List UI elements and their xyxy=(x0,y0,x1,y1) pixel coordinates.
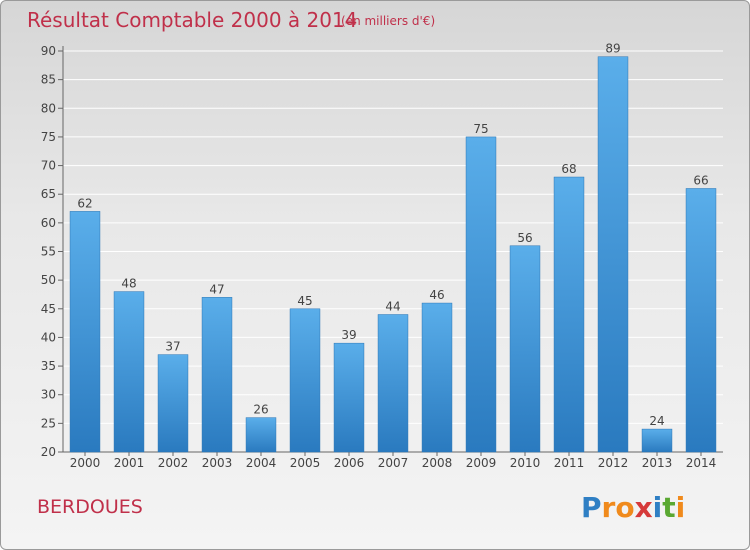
data-labels: 62 48 37 47 26 45 39 44 46 75 56 68 89 24 66 xyxy=(77,42,708,428)
x-tick-label-2000: 2000 xyxy=(70,456,101,470)
y-tick-labels: 20 25 30 35 40 45 50 55 60 65 70 75 80 85 90 xyxy=(41,44,56,459)
bar-2000 xyxy=(69,211,101,453)
y-tick-label: 45 xyxy=(41,302,56,316)
bar-2009 xyxy=(465,136,497,453)
x-tick-label-2003: 2003 xyxy=(202,456,233,470)
bar-2012 xyxy=(597,56,629,453)
x-tick-label-2002: 2002 xyxy=(158,456,189,470)
bar-2014 xyxy=(685,188,717,453)
chart-subtitle: (en milliers d'€) xyxy=(341,14,435,28)
y-tick-label: 80 xyxy=(41,101,56,115)
data-label-2006: 39 xyxy=(341,328,356,342)
x-tick-label-2014: 2014 xyxy=(686,456,717,470)
y-tick-label: 55 xyxy=(41,245,56,259)
bar-2001 xyxy=(113,291,145,453)
x-tick-label-2010: 2010 xyxy=(510,456,541,470)
bar-2011 xyxy=(553,176,585,453)
x-tick-label-2009: 2009 xyxy=(466,456,497,470)
data-label-2010: 56 xyxy=(517,231,532,245)
data-label-2011: 68 xyxy=(561,162,576,176)
bar-2002 xyxy=(157,354,189,453)
y-tick-label: 50 xyxy=(41,273,56,287)
y-tick-label: 70 xyxy=(41,159,56,173)
chart-title: Résultat Comptable 2000 à 2014 xyxy=(27,8,357,32)
y-tick-label: 35 xyxy=(41,359,56,373)
data-label-2009: 75 xyxy=(473,122,488,136)
proxiti-logo: Proxiti xyxy=(581,491,685,524)
x-tick-label-2005: 2005 xyxy=(290,456,321,470)
x-tick-label-2008: 2008 xyxy=(422,456,453,470)
y-tick-label: 60 xyxy=(41,216,56,230)
bar-2007 xyxy=(377,314,409,453)
bar-2003 xyxy=(201,297,233,453)
y-tick-label: 90 xyxy=(41,44,56,58)
data-label-2008: 46 xyxy=(429,288,444,302)
data-label-2014: 66 xyxy=(693,173,708,187)
data-label-2004: 26 xyxy=(253,403,268,417)
x-tick-label-2001: 2001 xyxy=(114,456,145,470)
bar-2006 xyxy=(333,342,365,453)
y-tick-label: 85 xyxy=(41,73,56,87)
data-label-2005: 45 xyxy=(297,294,312,308)
data-label-2007: 44 xyxy=(385,300,400,314)
bar-2004 xyxy=(245,417,277,453)
y-tick-label: 75 xyxy=(41,130,56,144)
x-tick-label-2004: 2004 xyxy=(246,456,277,470)
y-tick-label: 65 xyxy=(41,187,56,201)
location-name: BERDOUES xyxy=(37,496,143,518)
x-tick-labels: 2000 2001 2002 2003 2004 2005 2006 2007 2008 2009… xyxy=(70,456,717,470)
data-label-2000: 62 xyxy=(77,196,92,210)
data-label-2012: 89 xyxy=(605,42,620,56)
x-tick-label-2007: 2007 xyxy=(378,456,409,470)
x-tick-label-2011: 2011 xyxy=(554,456,585,470)
logo-letter: i xyxy=(653,491,663,524)
logo-letter: P xyxy=(581,491,602,524)
logo-letter: x xyxy=(635,491,653,524)
bar-2010 xyxy=(509,245,541,453)
logo-letter: i xyxy=(676,491,686,524)
logo-letter: t xyxy=(662,491,675,524)
y-tick-label: 30 xyxy=(41,388,56,402)
bars xyxy=(69,56,717,453)
bar-2013 xyxy=(641,428,673,453)
data-label-2003: 47 xyxy=(209,282,224,296)
data-label-2002: 37 xyxy=(165,340,180,354)
y-tick-label: 25 xyxy=(41,416,56,430)
data-label-2013: 24 xyxy=(649,414,664,428)
bar-2005 xyxy=(289,308,321,453)
x-tick-label-2013: 2013 xyxy=(642,456,673,470)
data-label-2001: 48 xyxy=(121,277,136,291)
x-tick-label-2006: 2006 xyxy=(334,456,365,470)
logo-letter: o xyxy=(615,491,634,524)
y-tick-label: 20 xyxy=(41,445,56,459)
y-tick-label: 40 xyxy=(41,330,56,344)
logo-letter: r xyxy=(602,491,616,524)
x-tick-label-2012: 2012 xyxy=(598,456,629,470)
bar-2008 xyxy=(421,302,453,453)
